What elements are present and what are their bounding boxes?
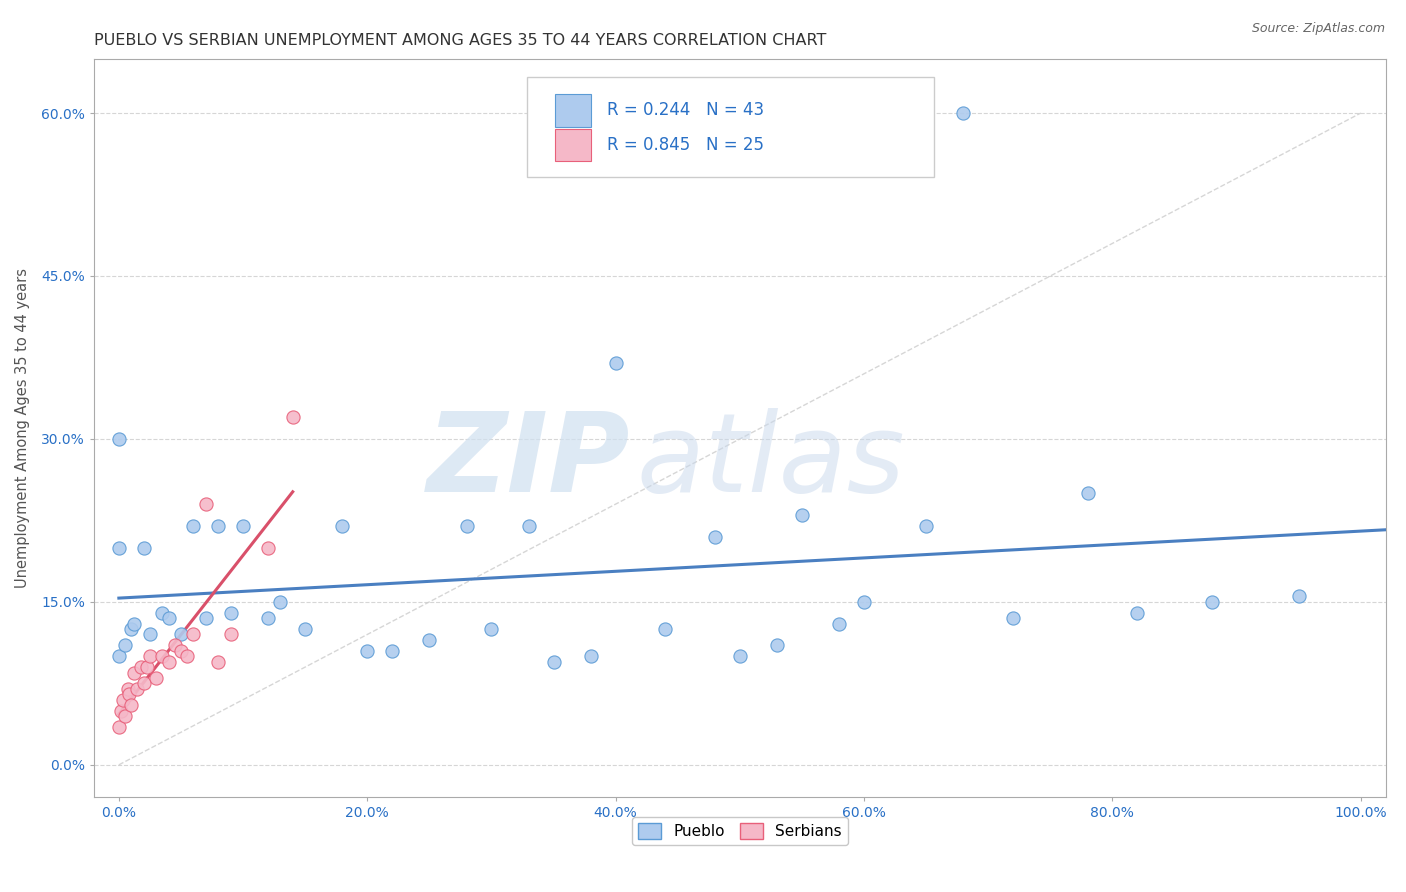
Legend: Pueblo, Serbians: Pueblo, Serbians [631,817,848,846]
Point [170,644,193,658]
Point [108,541,131,555]
Point [120,622,142,636]
Point [456,519,478,533]
Point [136,660,159,674]
Point [232,519,254,533]
Point [219,627,242,641]
Point [108,649,131,664]
Text: R = 0.244   N = 43: R = 0.244 N = 43 [607,102,763,120]
Point [543,655,565,669]
Text: ZIP: ZIP [426,408,630,515]
FancyBboxPatch shape [527,78,934,177]
Point [828,616,851,631]
Point [579,649,602,664]
Point [150,606,173,620]
Point [605,356,627,370]
Point [294,622,316,636]
Point [139,627,162,641]
Point [332,519,354,533]
Point [157,655,180,669]
Point [132,676,155,690]
Point [853,595,876,609]
Point [170,627,193,641]
Point [915,519,938,533]
Point [157,611,180,625]
Point [952,106,974,120]
Point [117,681,139,696]
Point [194,611,217,625]
Point [481,622,503,636]
Point [176,649,198,664]
Point [163,638,186,652]
Point [1201,595,1223,609]
Point [269,595,291,609]
Text: PUEBLO VS SERBIAN UNEMPLOYMENT AMONG AGES 35 TO 44 YEARS CORRELATION CHART: PUEBLO VS SERBIAN UNEMPLOYMENT AMONG AGE… [94,33,827,48]
Point [120,698,142,712]
Point [111,692,134,706]
Point [118,687,141,701]
Point [1077,486,1099,500]
Point [654,622,676,636]
Point [517,519,540,533]
Point [110,704,132,718]
Point [356,644,378,658]
Text: R = 0.845   N = 25: R = 0.845 N = 25 [607,136,763,154]
Point [183,519,205,533]
Bar [555,95,592,127]
Point [728,649,751,664]
Point [418,632,440,647]
Point [207,655,229,669]
Point [150,649,173,664]
Point [704,530,727,544]
Text: atlas: atlas [637,408,905,515]
Bar [555,129,592,161]
Y-axis label: Unemployment Among Ages 35 to 44 years: Unemployment Among Ages 35 to 44 years [15,268,30,588]
Point [108,432,131,446]
Point [127,681,149,696]
Point [1002,611,1025,625]
Point [114,638,136,652]
Text: Source: ZipAtlas.com: Source: ZipAtlas.com [1251,22,1385,36]
Point [183,627,205,641]
Point [257,611,280,625]
Point [122,665,145,680]
Point [145,671,167,685]
Point [132,541,155,555]
Point [281,410,304,425]
Point [114,709,136,723]
Point [257,541,280,555]
Point [1126,606,1149,620]
Point [139,649,162,664]
Point [108,720,131,734]
Point [381,644,404,658]
Point [207,519,229,533]
Point [122,616,145,631]
Point [194,497,217,511]
Point [766,638,789,652]
Point [790,508,813,522]
Point [219,606,242,620]
Point [1288,590,1310,604]
Point [129,660,152,674]
